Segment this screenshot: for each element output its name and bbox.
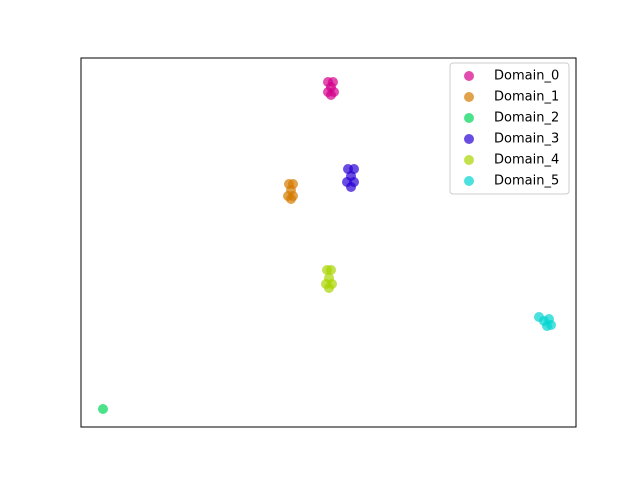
legend-label: Domain_5 [494,174,559,189]
point [539,316,549,326]
legend-label: Domain_2 [494,111,559,126]
point [326,265,336,275]
legend-marker [464,176,474,186]
legend-label: Domain_1 [494,90,559,105]
plot-frame [80,57,577,428]
legend-marker [464,113,474,123]
legend-marker [464,92,474,102]
legend-label: Domain_0 [494,69,559,84]
point [346,182,356,192]
point [326,90,336,100]
legend-marker [464,155,474,165]
legend-box [449,62,570,195]
point [324,283,334,293]
legend-label: Domain_4 [494,153,559,168]
point [286,194,296,204]
legend-marker [464,71,474,81]
legend-marker [464,134,474,144]
point [98,404,108,414]
legend-label: Domain_3 [494,132,559,147]
